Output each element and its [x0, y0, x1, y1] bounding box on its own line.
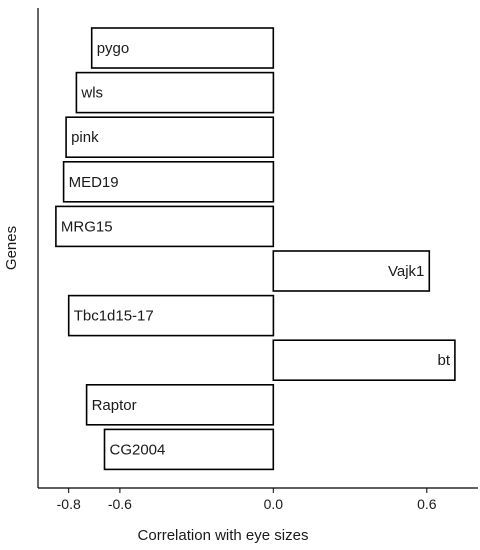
bar-wls [75, 71, 275, 114]
bar-vajk1 [272, 250, 431, 292]
bar-mrg15 [55, 205, 275, 248]
bar-label: Tbc1d15-17 [74, 308, 154, 325]
bar-label: Vajk1 [388, 263, 424, 280]
bar-label: MRG15 [61, 218, 113, 235]
bar-label: pink [71, 129, 99, 146]
bar-pygo [90, 27, 275, 69]
x-tick-label: -0.6 [108, 496, 132, 512]
bar-raptor [85, 383, 275, 426]
bar-med19 [62, 161, 275, 203]
bar-label: Raptor [92, 397, 137, 414]
x-axis-title: Correlation with eye sizes [138, 527, 309, 544]
bar-label: bt [437, 352, 450, 369]
bar-label: CG2004 [110, 441, 166, 458]
bar-tbc1d15-17 [67, 294, 275, 337]
bar-label: MED19 [69, 174, 119, 191]
bar-bt [272, 339, 456, 382]
y-axis-title: Genes [3, 226, 20, 270]
x-tick-label: -0.8 [57, 496, 81, 512]
x-tick-label: 0.6 [417, 496, 437, 512]
x-ticks-group: -0.8 -0.6 0.0 0.6 [57, 488, 437, 512]
bar-cg2004 [103, 428, 275, 471]
x-tick-label: 0.0 [264, 496, 284, 512]
bar-pink [65, 116, 275, 158]
bar-label: pygo [97, 40, 130, 57]
bar-label: wls [80, 85, 103, 102]
bars-group: pygo wls pink MED19 MRG15 Vajk1 Tbc1d15-17 bt Ra… [55, 27, 456, 471]
